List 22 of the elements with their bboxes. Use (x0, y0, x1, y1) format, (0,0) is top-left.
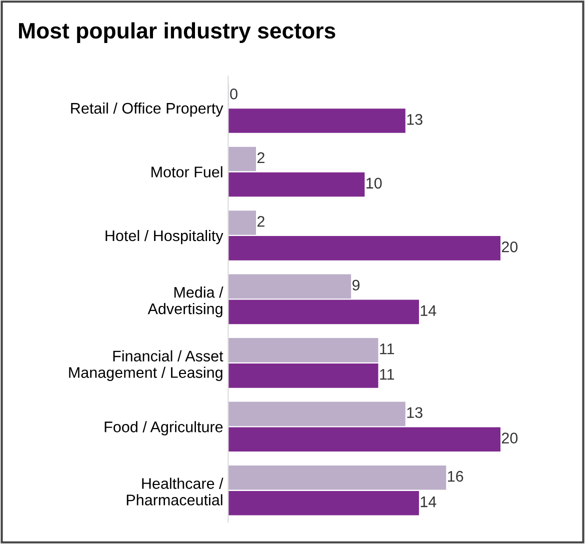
data-label: 2 (257, 152, 264, 163)
y-tick-label: Hotel / Hospitality (106, 230, 224, 244)
y-tick-label: Media / Advertising (148, 286, 224, 318)
data-label: 14 (420, 496, 436, 508)
data-label: 20 (502, 432, 518, 444)
y-tick-label: Financial / Asset Management / Leasing (69, 350, 224, 381)
data-label: 11 (380, 344, 394, 354)
data-label: 13 (407, 114, 422, 125)
y-tick-label: Retail / Office Property (71, 102, 224, 117)
data-label: 0 (230, 88, 238, 100)
data-label: 2 (257, 216, 264, 227)
data-label: 14 (420, 305, 436, 316)
y-tick-label: Food / Agriculture (104, 421, 223, 436)
data-label: 11 (380, 369, 394, 380)
y-tick-label: Healthcare / Pharmaceutial (126, 478, 224, 506)
chart-title: Most popular industry sectors (19, 22, 336, 43)
data-label: 9 (352, 280, 360, 291)
data-label: 10 (366, 178, 382, 189)
data-label: 20 (502, 242, 518, 252)
y-tick-label: Motor Fuel (152, 166, 222, 178)
data-label: 13 (407, 407, 422, 418)
data-label: 16 (448, 470, 464, 482)
